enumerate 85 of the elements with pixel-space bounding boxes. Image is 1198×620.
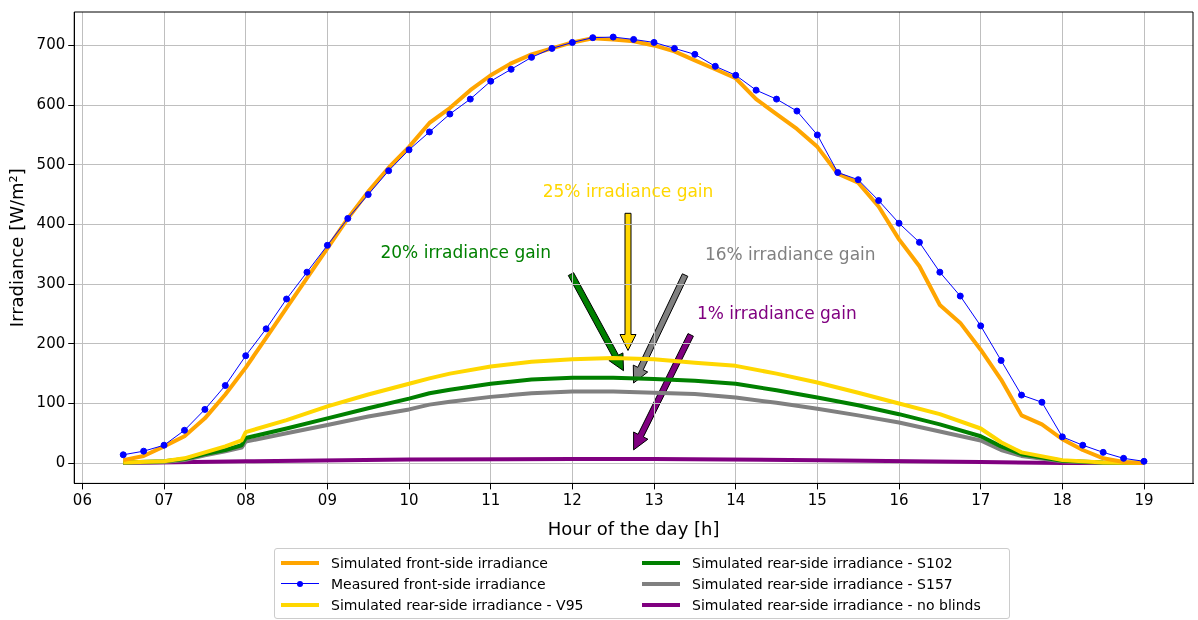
point bbox=[140, 447, 148, 455]
y-tick-label: 300 bbox=[36, 273, 66, 292]
point bbox=[1038, 398, 1046, 406]
annotation: 25% irradiance gain bbox=[542, 181, 714, 202]
point bbox=[528, 53, 536, 61]
point bbox=[1079, 441, 1087, 449]
point bbox=[691, 50, 699, 58]
x-tick-label: 10 bbox=[399, 491, 419, 510]
point bbox=[793, 107, 801, 115]
point bbox=[997, 356, 1005, 364]
point bbox=[1058, 433, 1066, 441]
point bbox=[548, 44, 556, 52]
point bbox=[630, 35, 638, 43]
x-tick-label: 13 bbox=[644, 491, 664, 510]
point bbox=[732, 71, 740, 79]
y-tick-label: 500 bbox=[36, 154, 66, 173]
point bbox=[609, 33, 617, 41]
point bbox=[303, 268, 311, 276]
point bbox=[956, 292, 964, 300]
point bbox=[364, 191, 372, 199]
annotation: 20% irradiance gain bbox=[380, 242, 552, 263]
point bbox=[405, 146, 413, 154]
y-axis-title: Irradiance [W/m²] bbox=[6, 168, 28, 328]
point bbox=[589, 34, 597, 42]
legend-label: Measured front-side irradiance bbox=[331, 575, 546, 592]
y-tick-label: 400 bbox=[36, 214, 66, 233]
x-tick-label: 12 bbox=[562, 491, 582, 510]
point bbox=[180, 426, 188, 434]
y-tick-label: 200 bbox=[36, 333, 66, 352]
point bbox=[487, 77, 495, 85]
point bbox=[507, 65, 515, 73]
point bbox=[773, 95, 781, 103]
point bbox=[813, 131, 821, 139]
point bbox=[936, 268, 944, 276]
x-axis-title: Hour of the day [h] bbox=[547, 517, 720, 539]
point bbox=[915, 238, 923, 246]
point bbox=[854, 176, 862, 184]
point bbox=[834, 169, 842, 177]
x-tick-label: 09 bbox=[317, 491, 337, 510]
point bbox=[977, 322, 985, 330]
point bbox=[1099, 448, 1107, 456]
point bbox=[425, 128, 433, 136]
point bbox=[242, 352, 250, 360]
point bbox=[283, 295, 291, 303]
point bbox=[752, 86, 760, 94]
legend-label: Simulated rear-side irradiance - V95 bbox=[331, 596, 584, 613]
x-tick-label: 14 bbox=[726, 491, 746, 510]
x-tick-label: 18 bbox=[1052, 491, 1072, 510]
point bbox=[650, 38, 658, 46]
point bbox=[1140, 457, 1148, 465]
annotation: 1% irradiance gain bbox=[696, 303, 857, 324]
x-tick-label: 19 bbox=[1134, 491, 1154, 510]
point bbox=[711, 62, 719, 70]
point bbox=[895, 219, 903, 227]
legend-label: Simulated front-side irradiance bbox=[331, 554, 548, 571]
x-tick-label: 06 bbox=[72, 491, 92, 510]
point bbox=[385, 167, 393, 175]
legend-label: Simulated rear-side irradiance - S157 bbox=[692, 575, 953, 592]
legend-label: Simulated rear-side irradiance - S102 bbox=[692, 554, 953, 571]
x-tick-label: 08 bbox=[236, 491, 256, 510]
point bbox=[201, 405, 209, 413]
annotation: 16% irradiance gain bbox=[704, 244, 876, 265]
point bbox=[1018, 391, 1026, 399]
point bbox=[670, 44, 678, 52]
point bbox=[568, 38, 576, 46]
y-tick-label: 700 bbox=[36, 35, 66, 54]
x-tick-label: 17 bbox=[971, 491, 991, 510]
point bbox=[119, 451, 127, 459]
x-tick-label: 16 bbox=[889, 491, 909, 510]
x-tick-label: 11 bbox=[481, 491, 501, 510]
point bbox=[160, 441, 168, 449]
point bbox=[446, 110, 454, 118]
y-tick-label: 100 bbox=[36, 393, 66, 412]
point bbox=[262, 325, 270, 333]
point bbox=[323, 241, 331, 249]
y-tick-label: 600 bbox=[36, 94, 66, 113]
x-tick-label: 15 bbox=[807, 491, 827, 510]
point bbox=[221, 382, 229, 390]
x-tick-label: 07 bbox=[154, 491, 174, 510]
point bbox=[1120, 454, 1128, 462]
legend-label: Simulated rear-side irradiance - no blinds bbox=[692, 596, 981, 613]
y-tick-label: 0 bbox=[55, 453, 66, 471]
point bbox=[344, 214, 352, 222]
point bbox=[466, 95, 474, 103]
point bbox=[875, 197, 883, 205]
